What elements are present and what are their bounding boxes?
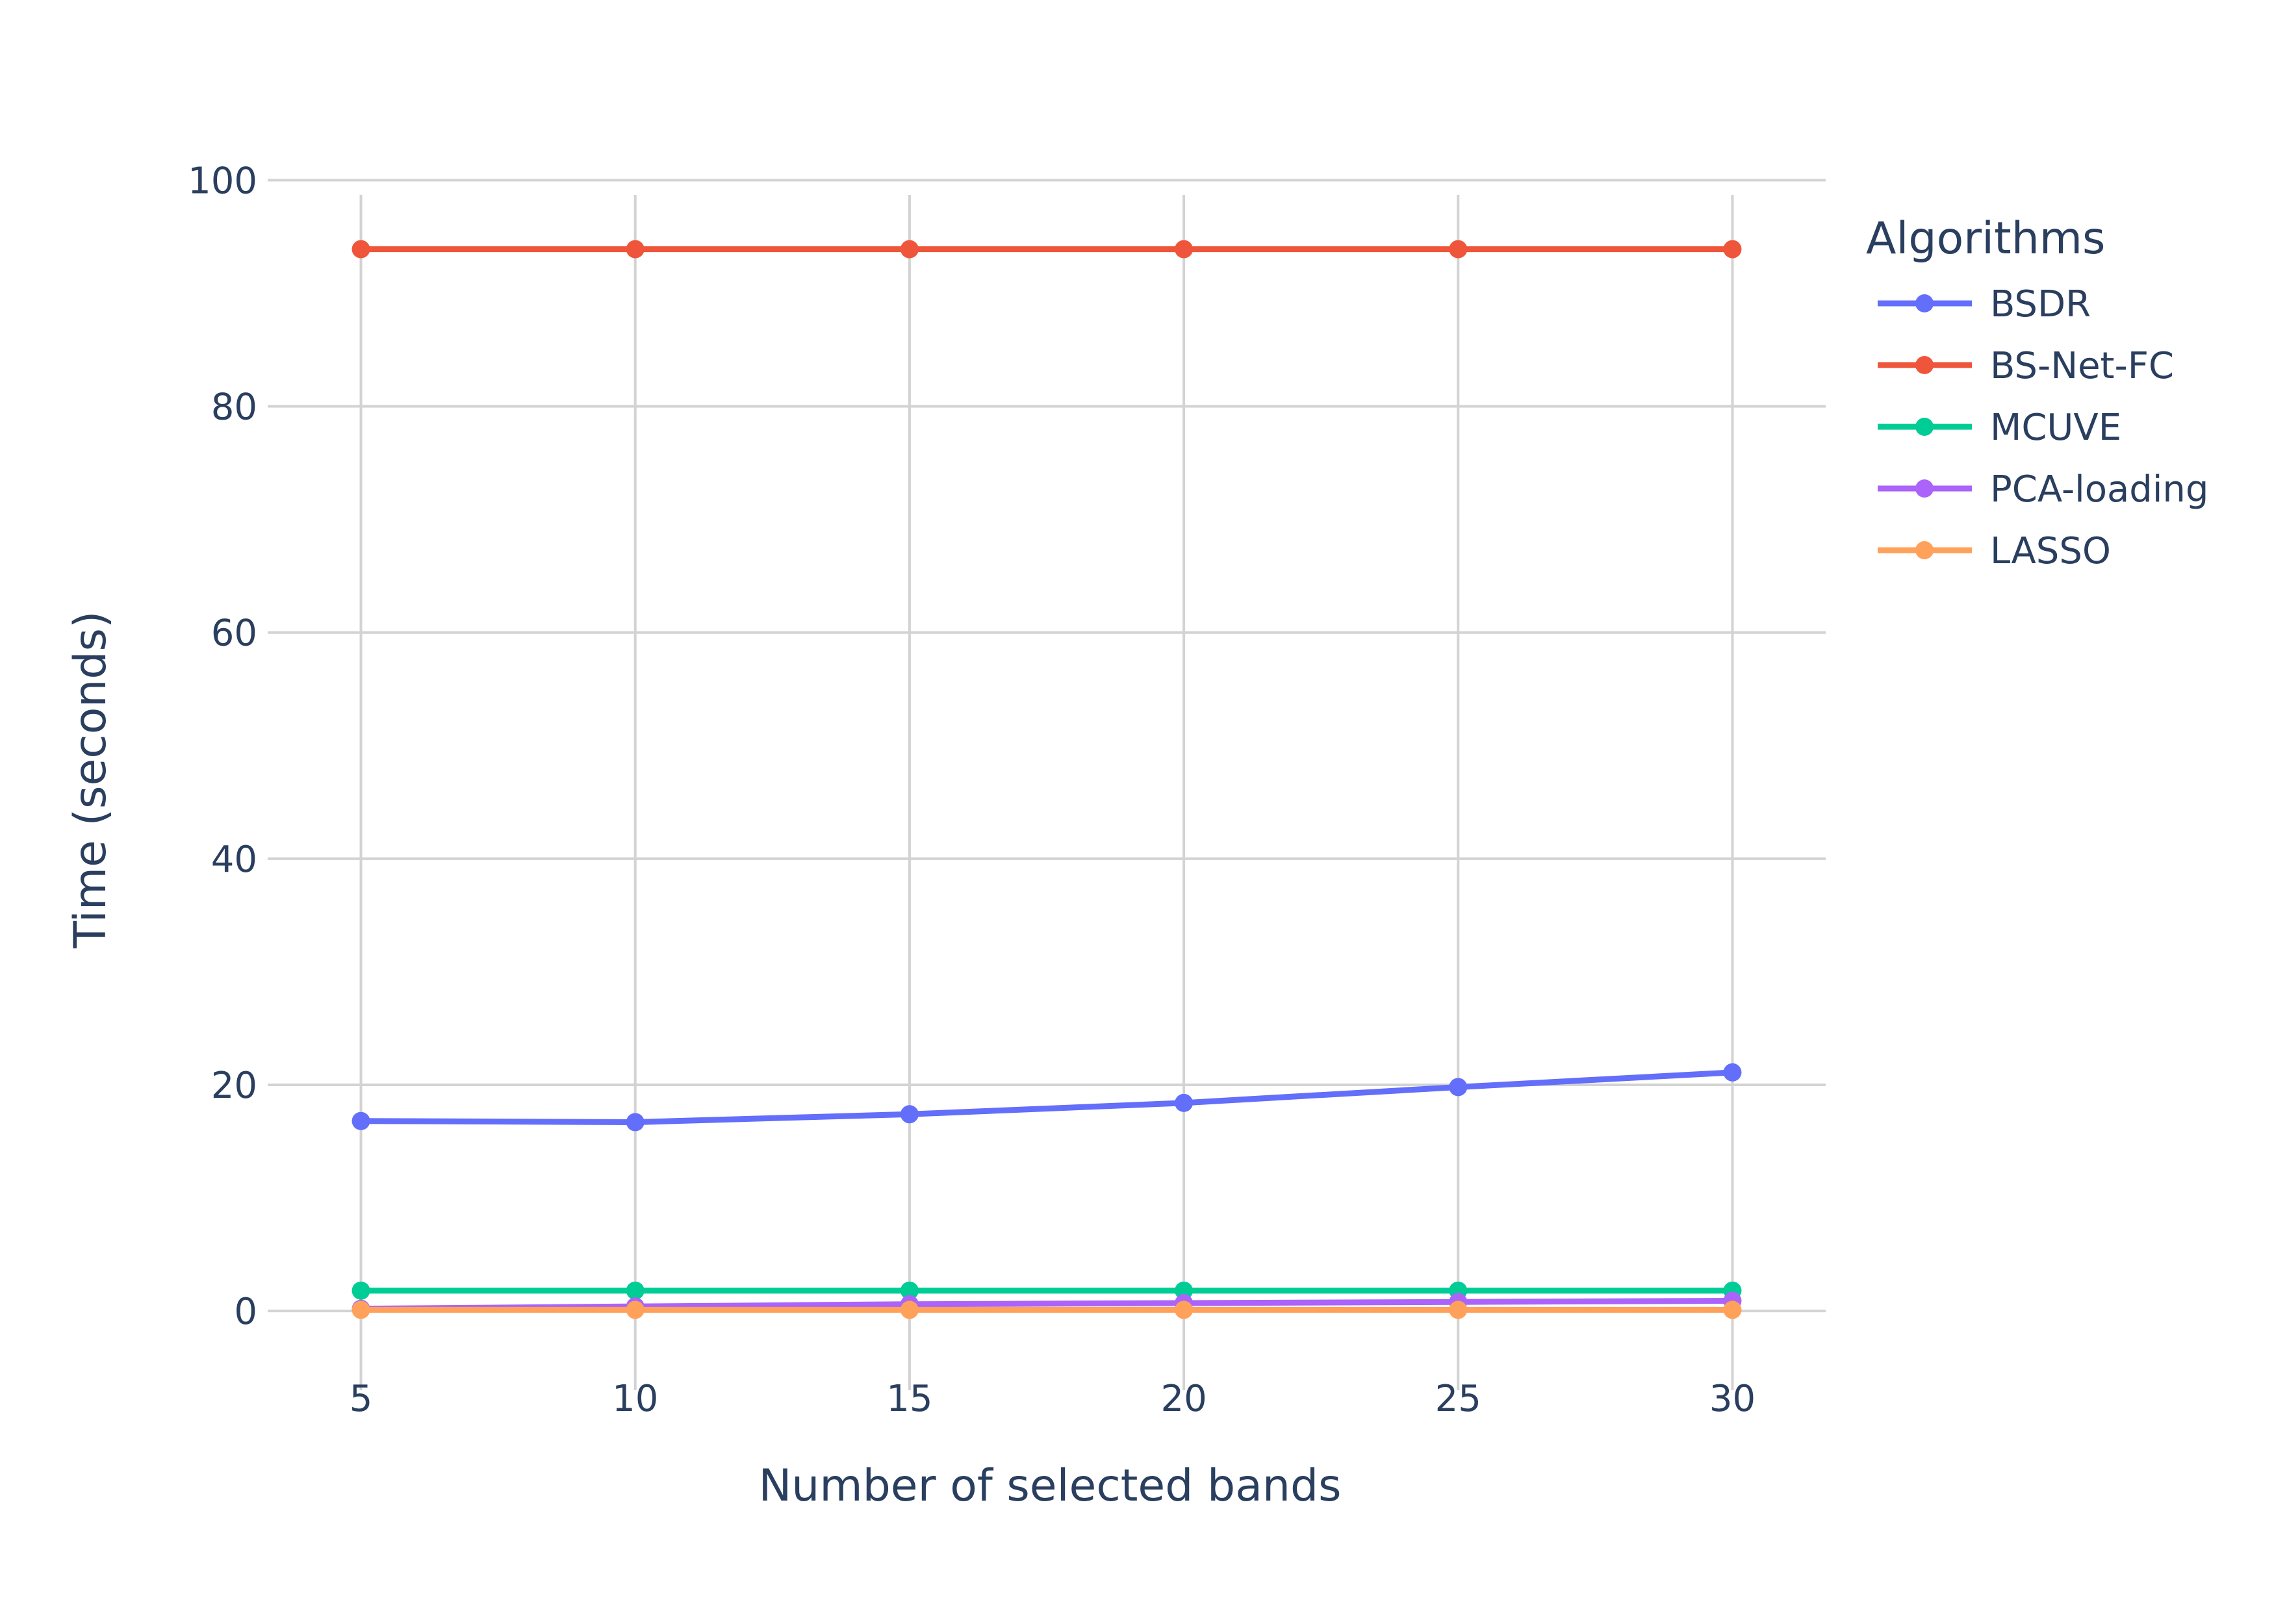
data-point-bsdr [351,1111,370,1130]
data-point-lasso [1175,1300,1194,1319]
legend-item-pca-loading[interactable]: PCA-loading [1878,468,2208,511]
data-point-mcuve [351,1281,370,1300]
legend: Algorithms BSDR BS-Net-FC MCUVE PCA-loading… [1866,213,2208,572]
data-point-bsdr [1449,1078,1468,1097]
x-tick-label: 25 [1435,1378,1481,1420]
legend-item-bsdr[interactable]: BSDR [1878,283,2091,325]
x-tick-label: 5 [350,1378,373,1420]
series-line-pca-loading [358,1297,1735,1312]
x-tick-label: 20 [1160,1378,1207,1420]
y-tick-label: 100 [188,160,257,202]
y-tick-label: 80 [211,387,257,429]
x-tick-label: 10 [612,1378,658,1420]
legend-swatch-marker [1915,356,1934,374]
legend-label: BSDR [1990,283,2091,325]
legend-item-bs-net-fc[interactable]: BS-Net-FC [1878,345,2174,387]
legend-label: PCA-loading [1990,468,2208,511]
grid [268,179,1826,1390]
series-bsdr [351,1063,1742,1132]
y-tick-label: 40 [211,839,257,881]
y-axis-title: Time (seconds) [65,611,116,948]
data-point-bs-net-fc [1175,240,1194,259]
legend-swatch-marker [1915,418,1934,436]
legend-label: MCUVE [1990,407,2121,449]
data-point-bs-net-fc [900,240,919,259]
data-point-mcuve [900,1281,919,1300]
data-point-mcuve [626,1281,645,1300]
data-point-mcuve [1175,1281,1194,1300]
data-point-lasso [1723,1300,1742,1319]
x-axis-title: Number of selected bands [758,1460,1341,1512]
data-point-bs-net-fc [626,240,645,259]
series-bs-net-fc [351,240,1742,259]
series-lasso [351,1300,1742,1319]
data-series [351,240,1742,1319]
y-tick-label: 0 [234,1291,257,1333]
data-point-bsdr [900,1105,919,1124]
x-tick-label: 30 [1709,1378,1756,1420]
data-point-bsdr [1175,1093,1194,1112]
legend-label: BS-Net-FC [1990,345,2174,387]
legend-swatch-marker [1915,541,1934,559]
data-point-lasso [626,1300,645,1319]
legend-item-lasso[interactable]: LASSO [1878,530,2111,572]
data-point-bsdr [1723,1063,1742,1082]
data-point-lasso [1449,1300,1468,1319]
legend-swatch-marker [1915,479,1934,498]
data-point-bs-net-fc [1449,240,1468,259]
legend-items: BSDR BS-Net-FC MCUVE PCA-loading LASSO [1878,283,2208,572]
data-point-lasso [900,1300,919,1319]
data-point-bs-net-fc [1723,240,1742,259]
data-point-lasso [351,1300,370,1319]
series-line-bsdr [358,1069,1735,1125]
tick-labels: 5 10 15 20 25 30 0 20 40 60 80 100 [188,160,1756,1420]
data-point-bs-net-fc [351,240,370,259]
legend-item-mcuve[interactable]: MCUVE [1878,407,2121,449]
data-point-bsdr [626,1113,645,1132]
legend-title: Algorithms [1866,213,2105,264]
y-tick-label: 20 [211,1065,257,1107]
y-tick-label: 60 [211,613,257,655]
legend-swatch-marker [1915,294,1934,312]
x-tick-label: 15 [886,1378,932,1420]
legend-label: LASSO [1990,530,2111,572]
